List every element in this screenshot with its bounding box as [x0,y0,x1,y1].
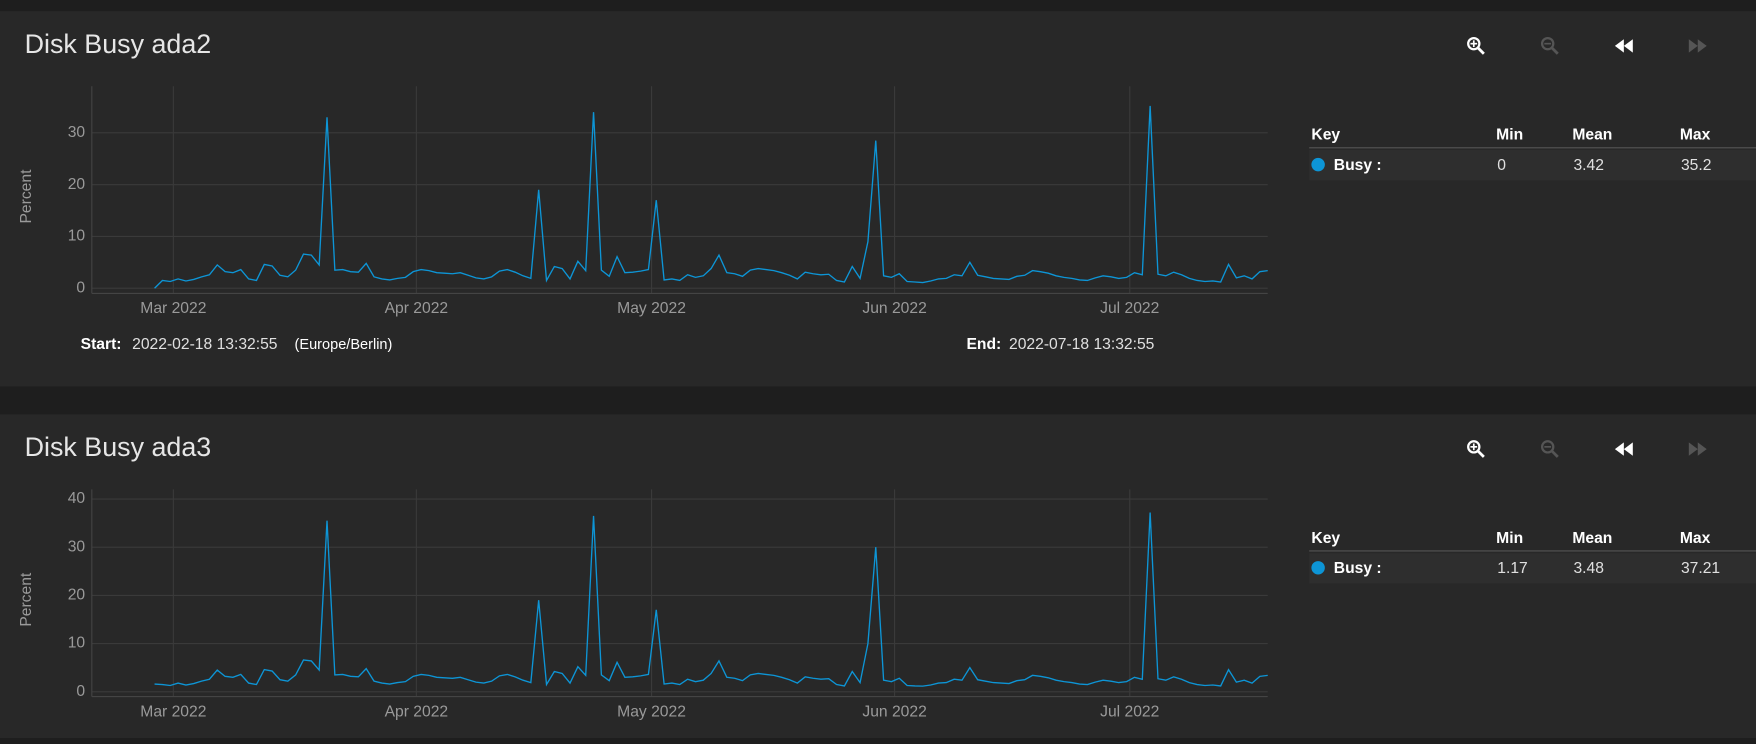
legend-header: Max [1680,530,1711,547]
step-forward-button[interactable] [1688,442,1707,456]
legend-name: Busy : [1334,157,1382,174]
legend-header: Max [1680,127,1711,144]
legend-header: Min [1496,127,1523,144]
panel-background [0,11,1756,387]
x-tick-label: Jun 2022 [862,703,926,720]
y-tick-label: 20 [68,587,86,604]
panel-title: Disk Busy ada3 [25,432,212,462]
y-tick-label: 30 [68,124,86,141]
legend-header: Key [1311,530,1340,547]
y-axis-label: Percent [18,169,35,224]
x-tick-label: Apr 2022 [385,300,449,317]
x-tick-label: May 2022 [617,300,686,317]
legend-header: Key [1311,127,1340,144]
legend-row [1309,150,1756,181]
start-label: Start: [81,336,122,353]
zoom-in-button[interactable] [1467,440,1485,458]
x-tick-label: Mar 2022 [140,300,206,317]
end-value: 2022-07-18 13:32:55 [1009,336,1155,353]
x-tick-label: Jun 2022 [862,300,926,317]
zoom-out-button[interactable] [1540,440,1559,458]
x-tick-label: Jul 2022 [1100,703,1159,720]
legend-header: Min [1496,530,1523,547]
zoom-in-button[interactable] [1467,36,1485,55]
timezone: (Europe/Berlin) [295,337,393,353]
legend-row [1309,553,1756,584]
legend-max: 35.2 [1681,157,1711,174]
toolbar [1467,440,1707,458]
panel-title: Disk Busy ada2 [25,29,212,59]
y-tick-label: 0 [76,279,85,296]
end-label: End: [966,336,1001,353]
legend-min: 0 [1497,157,1506,174]
zoom-out-button[interactable] [1540,36,1559,55]
legend-max: 37.21 [1681,560,1720,577]
y-tick-label: 40 [68,490,86,507]
y-tick-label: 30 [68,538,86,555]
legend-name: Busy : [1334,560,1382,577]
y-tick-label: 0 [76,683,85,700]
y-tick-label: 10 [68,228,86,245]
legend-mean: 3.42 [1573,157,1603,174]
legend-swatch [1311,561,1325,575]
y-tick-label: 20 [68,176,86,193]
x-tick-label: Mar 2022 [140,703,206,720]
y-tick-label: 10 [68,635,86,652]
legend-swatch [1311,157,1325,172]
x-tick-label: Apr 2022 [385,703,449,720]
legend-mean: 3.48 [1573,560,1604,577]
x-tick-label: Jul 2022 [1100,300,1159,317]
legend-header: Mean [1572,127,1612,144]
y-axis-label: Percent [18,572,35,627]
start-value: 2022-02-18 13:32:55 [132,336,278,353]
legend-min: 1.17 [1497,560,1527,577]
legend-header: Mean [1572,530,1612,547]
data-line [154,512,1268,687]
x-tick-label: May 2022 [617,703,686,720]
data-line [154,105,1268,289]
step-forward-button[interactable] [1688,39,1707,53]
